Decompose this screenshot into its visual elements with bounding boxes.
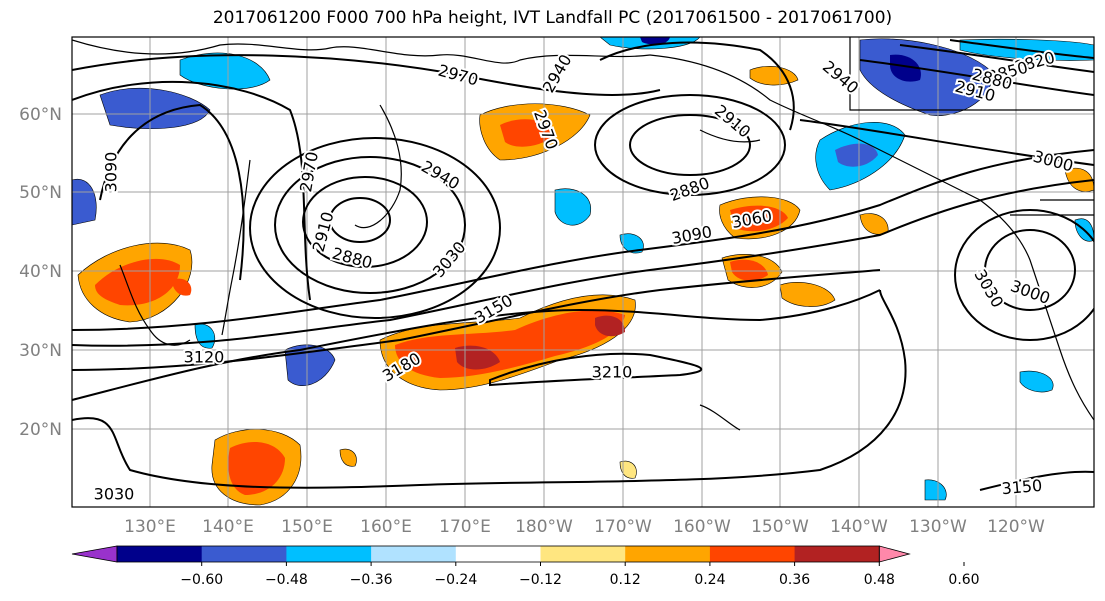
colorbar-segment bbox=[709, 546, 796, 562]
lat-tick-label: 60°N bbox=[19, 105, 62, 125]
height-contours bbox=[72, 39, 1094, 491]
contour-line bbox=[899, 44, 1094, 73]
colorbar-tick-label: −0.36 bbox=[350, 572, 393, 588]
colorbar-tick-label: 0.12 bbox=[610, 572, 641, 588]
colorbar-tick-label: 0.60 bbox=[948, 572, 979, 588]
colorbar-segment bbox=[794, 546, 880, 562]
coastlines bbox=[72, 37, 1094, 431]
contour-line bbox=[599, 41, 795, 131]
ivt-positive-area bbox=[730, 259, 768, 281]
contour-line bbox=[99, 103, 245, 281]
contour-line bbox=[274, 156, 466, 294]
ivt-positive-area bbox=[395, 310, 625, 378]
colorbar-segment bbox=[286, 546, 372, 562]
latitude-labels: 60°N 50°N 40°N 30°N 20°N bbox=[19, 105, 62, 440]
colorbar-tick-label: −0.24 bbox=[434, 572, 477, 588]
lat-tick-label: 50°N bbox=[19, 183, 62, 203]
contour-line bbox=[72, 149, 1094, 331]
lat-tick-label: 40°N bbox=[19, 262, 62, 282]
contour-line bbox=[594, 94, 786, 196]
lon-tick-label: 130°E bbox=[124, 517, 176, 537]
ivt-negative-area bbox=[835, 143, 878, 167]
ivt-negative-area bbox=[72, 178, 97, 226]
ivt-positive-area bbox=[339, 448, 357, 467]
colorbar-segment bbox=[371, 546, 457, 562]
contour-line bbox=[949, 39, 1094, 59]
colorbar-segment bbox=[117, 546, 203, 562]
ivt-positive-area bbox=[749, 66, 799, 86]
contour-line bbox=[249, 137, 501, 319]
contour-line bbox=[859, 59, 1094, 96]
ivt-negative-area bbox=[640, 37, 670, 45]
contour-line bbox=[72, 179, 1094, 347]
ivt-negative-area bbox=[1019, 370, 1054, 393]
contour-line bbox=[302, 176, 428, 268]
colorbar-tick-label: −0.48 bbox=[265, 572, 308, 588]
ivt-positive-area bbox=[500, 119, 555, 147]
lon-tick-label: 170°W bbox=[594, 517, 652, 537]
map-title: 2017061200 F000 700 hPa height, IVT Land… bbox=[212, 8, 893, 28]
lon-tick-label: 180°W bbox=[515, 517, 573, 537]
contour-line bbox=[72, 289, 907, 489]
ivt-positive-area bbox=[455, 345, 500, 370]
colorbar-extend-high bbox=[878, 545, 911, 563]
ivt-positive-area bbox=[172, 278, 192, 296]
colorbar-labels: −0.60 −0.48 −0.36 −0.24 −0.12 0.12 0.24 0.36 0.4… bbox=[180, 562, 980, 588]
colorbar-tick-label: 0.24 bbox=[694, 572, 725, 588]
ivt-positive-area bbox=[730, 205, 788, 232]
ivt-positive-area bbox=[95, 258, 180, 306]
contour-line bbox=[629, 114, 751, 176]
lon-tick-label: 150°W bbox=[751, 517, 809, 537]
contour-line bbox=[329, 197, 391, 243]
colorbar-tick-label: −0.60 bbox=[180, 572, 223, 588]
lon-tick-label: 140°W bbox=[830, 517, 888, 537]
contour-line bbox=[954, 209, 1094, 341]
ivt-negative-area bbox=[890, 54, 921, 82]
contour-line bbox=[984, 229, 1076, 311]
contour-label: 3150 bbox=[1001, 476, 1043, 498]
colorbar bbox=[71, 545, 911, 563]
ivt-negative-area bbox=[619, 233, 644, 254]
map-frame bbox=[71, 36, 1095, 508]
ivt-negative-area bbox=[284, 344, 336, 387]
ivt-positive-area bbox=[595, 315, 625, 337]
contour-line bbox=[799, 119, 1094, 166]
colorbar-tick-label: 0.36 bbox=[779, 572, 810, 588]
contour-label: 3120 bbox=[184, 348, 225, 367]
longitude-labels: 130°E 140°E 150°E 160°E 170°E 180°W 170°W 160°W… bbox=[124, 517, 1045, 537]
lat-tick-label: 20°N bbox=[19, 420, 62, 440]
lon-tick-label: 140°E bbox=[202, 517, 254, 537]
ivt-positive-area bbox=[779, 282, 836, 307]
lon-tick-label: 130°W bbox=[909, 517, 967, 537]
ivt-negative-area bbox=[554, 188, 592, 226]
colorbar-segment bbox=[201, 546, 287, 562]
ivt-positive-area bbox=[228, 442, 285, 495]
ivt-positive-area bbox=[619, 460, 637, 479]
colorbar-frame bbox=[116, 545, 880, 563]
lon-tick-label: 160°E bbox=[360, 517, 412, 537]
contour-label: 3030 bbox=[94, 485, 135, 504]
colorbar-segment bbox=[625, 546, 711, 562]
colorbar-tick-label: 0.48 bbox=[864, 572, 895, 588]
contour-line bbox=[72, 289, 881, 401]
lon-tick-label: 170°E bbox=[439, 517, 491, 537]
lon-tick-label: 150°E bbox=[281, 517, 333, 537]
lat-tick-label: 30°N bbox=[19, 341, 62, 361]
contour-label: 3210 bbox=[592, 363, 633, 382]
colorbar-tick-label: −0.12 bbox=[519, 572, 562, 588]
lon-tick-label: 120°W bbox=[987, 517, 1045, 537]
lon-tick-label: 160°W bbox=[673, 517, 731, 537]
contour-line bbox=[489, 352, 703, 387]
colorbar-extend-low bbox=[71, 545, 118, 563]
contour-label: 3090 bbox=[102, 152, 121, 193]
colorbar-segment bbox=[540, 546, 626, 562]
contour-line bbox=[979, 470, 1094, 491]
colorbar-segment bbox=[455, 546, 541, 562]
contour-line bbox=[72, 54, 661, 96]
ivt-negative-area bbox=[924, 479, 947, 501]
contour-line bbox=[72, 80, 311, 301]
